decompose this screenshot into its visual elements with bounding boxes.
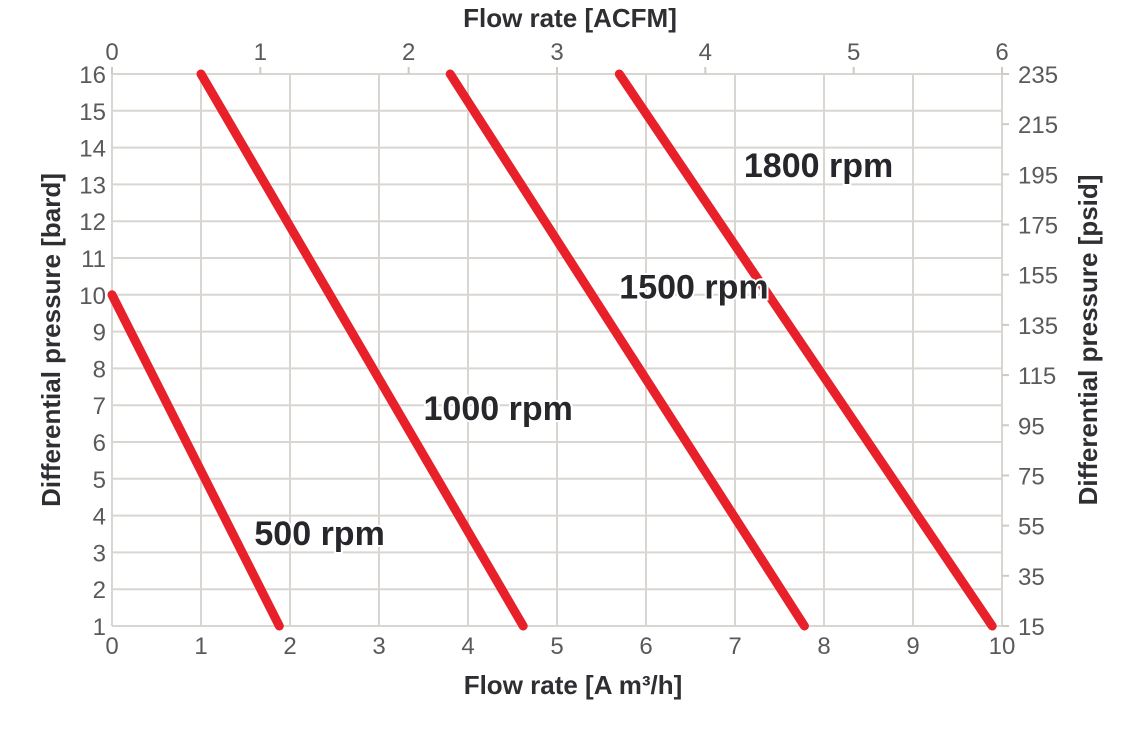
x2-tick-label: 6 <box>995 39 1008 66</box>
x-tick-label: 10 <box>989 633 1016 660</box>
x2-tick-label: 1 <box>254 39 267 66</box>
y-tick-label: 7 <box>93 393 106 420</box>
y-tick-label: 6 <box>93 430 106 457</box>
y-tick-label: 1 <box>93 614 106 641</box>
series-label-500-rpm: 500 rpm <box>254 515 384 553</box>
x-tick-label: 1 <box>194 633 207 660</box>
y2-tick-label: 95 <box>1018 413 1045 440</box>
series-labels: 500 rpm 1000 rpm 1500 rpm 1800 rpm <box>252 145 895 555</box>
y-tick-label: 8 <box>93 356 106 383</box>
x-tick-label: 4 <box>461 633 474 660</box>
x2-tick-label: 3 <box>550 39 563 66</box>
y-tick-label: 11 <box>81 246 106 273</box>
y2-tick-label: 235 <box>1018 62 1058 89</box>
y-tick-label: 9 <box>93 320 106 347</box>
y-tick-label: 3 <box>93 540 106 567</box>
y2-tick-label: 215 <box>1018 112 1058 139</box>
x-tick-label: 8 <box>817 633 830 660</box>
x-tick-label: 0 <box>105 633 118 660</box>
y-tick-label: 14 <box>79 136 106 163</box>
y2-tick-label: 135 <box>1018 313 1058 340</box>
y2-tick-label: 55 <box>1018 514 1045 541</box>
series-label-1000-rpm: 1000 rpm <box>424 390 573 428</box>
y-tick-label: 16 <box>79 62 106 89</box>
series-label-1800-rpm: 1800 rpm <box>744 147 893 185</box>
y2-tick-label: 15 <box>1018 614 1045 641</box>
x-tick-label: 2 <box>283 633 296 660</box>
series-label-1500-rpm: 1500 rpm <box>619 268 768 306</box>
right-axis-title: Differential pressure [psid] <box>1073 175 1103 506</box>
grid-lines <box>111 73 1003 627</box>
x-tick-label: 6 <box>639 633 652 660</box>
x2-tick-label: 0 <box>105 39 118 66</box>
axes: 0 1 2 3 4 5 6 7 8 9 100 1 2 3 4 5 6123456789101112131415… <box>79 39 1058 660</box>
y2-tick-label: 195 <box>1018 162 1058 189</box>
series-line-1500-rpm <box>445 69 809 631</box>
y-tick-label: 4 <box>93 504 106 531</box>
series-lines <box>107 69 997 631</box>
x2-tick-label: 4 <box>699 39 712 66</box>
y-tick-label: 10 <box>79 283 106 310</box>
x-tick-label: 5 <box>550 633 563 660</box>
y2-tick-label: 155 <box>1018 263 1058 290</box>
y-tick-label: 12 <box>79 209 106 236</box>
series-line-500-rpm <box>107 290 284 631</box>
x-tick-label: 9 <box>906 633 919 660</box>
y-tick-label: 2 <box>93 577 106 604</box>
y-tick-label: 15 <box>79 99 106 126</box>
y2-tick-label: 35 <box>1018 564 1045 591</box>
x-tick-label: 7 <box>728 633 741 660</box>
y2-tick-label: 75 <box>1018 463 1045 490</box>
x2-tick-label: 5 <box>847 39 860 66</box>
series-line-1800-rpm <box>614 69 997 631</box>
left-axis-title: Differential pressure [bard] <box>36 173 66 507</box>
x-tick-label: 3 <box>372 633 385 660</box>
bottom-axis-title: Flow rate [A m³/h] <box>464 670 683 700</box>
x2-tick-label: 2 <box>402 39 415 66</box>
y-tick-label: 13 <box>79 172 106 199</box>
top-axis-title: Flow rate [ACFM] <box>463 3 677 33</box>
series-line-1000-rpm <box>196 69 528 631</box>
y-tick-label: 5 <box>93 467 106 494</box>
y2-tick-label: 175 <box>1018 213 1058 240</box>
y2-tick-label: 115 <box>1018 363 1056 390</box>
